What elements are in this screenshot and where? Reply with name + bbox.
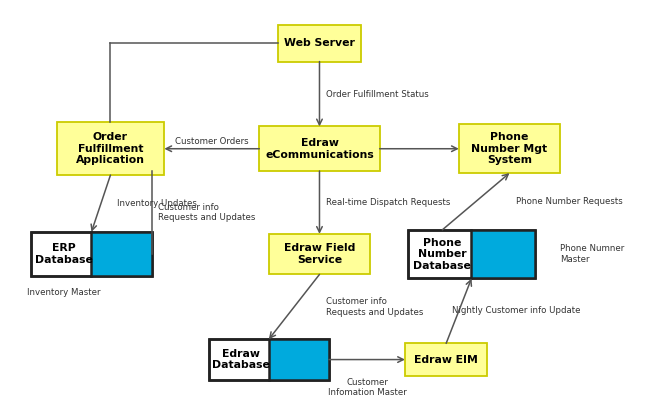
Bar bbox=[471, 230, 535, 279]
FancyBboxPatch shape bbox=[459, 125, 560, 173]
Text: Nightly Customer info Update: Nightly Customer info Update bbox=[452, 307, 581, 315]
Text: Inventory Master: Inventory Master bbox=[27, 288, 101, 297]
Text: Customer
Infomation Master: Customer Infomation Master bbox=[328, 378, 406, 397]
Text: Edraw
Database: Edraw Database bbox=[212, 349, 270, 370]
Bar bbox=[209, 339, 329, 380]
FancyBboxPatch shape bbox=[57, 122, 164, 175]
Text: Edraw EIM: Edraw EIM bbox=[414, 355, 478, 365]
Bar bbox=[209, 339, 329, 380]
FancyBboxPatch shape bbox=[259, 127, 380, 171]
FancyBboxPatch shape bbox=[405, 343, 488, 376]
FancyBboxPatch shape bbox=[278, 25, 361, 62]
Text: Inventory Updates: Inventory Updates bbox=[117, 199, 197, 208]
Text: Edraw Field
Service: Edraw Field Service bbox=[284, 243, 355, 265]
Text: Customer info
Requests and Updates: Customer info Requests and Updates bbox=[326, 297, 423, 316]
Text: Phone
Number
Database: Phone Number Database bbox=[413, 238, 471, 271]
Text: ERP
Database: ERP Database bbox=[35, 243, 93, 265]
Text: Order
Fulfillment
Application: Order Fulfillment Application bbox=[76, 132, 145, 165]
Text: Order Fulfillment Status: Order Fulfillment Status bbox=[326, 90, 428, 99]
Text: Phone Numner
Master: Phone Numner Master bbox=[560, 245, 625, 264]
Text: Customer info
Requests and Updates: Customer info Requests and Updates bbox=[158, 203, 255, 222]
Text: Real-time Dispatch Requests: Real-time Dispatch Requests bbox=[326, 198, 450, 207]
Text: Customer Orders: Customer Orders bbox=[175, 137, 248, 146]
Bar bbox=[92, 232, 151, 277]
Text: Phone
Number Mgt
System: Phone Number Mgt System bbox=[471, 132, 547, 165]
Bar bbox=[408, 230, 535, 279]
Bar bbox=[31, 232, 151, 277]
Text: Edraw
eCommunications: Edraw eCommunications bbox=[265, 138, 374, 159]
FancyBboxPatch shape bbox=[269, 234, 370, 275]
Text: Web Server: Web Server bbox=[284, 38, 355, 48]
Bar bbox=[269, 339, 329, 380]
Bar bbox=[408, 230, 535, 279]
Text: Phone Number Requests: Phone Number Requests bbox=[516, 197, 623, 206]
Bar bbox=[31, 232, 151, 277]
